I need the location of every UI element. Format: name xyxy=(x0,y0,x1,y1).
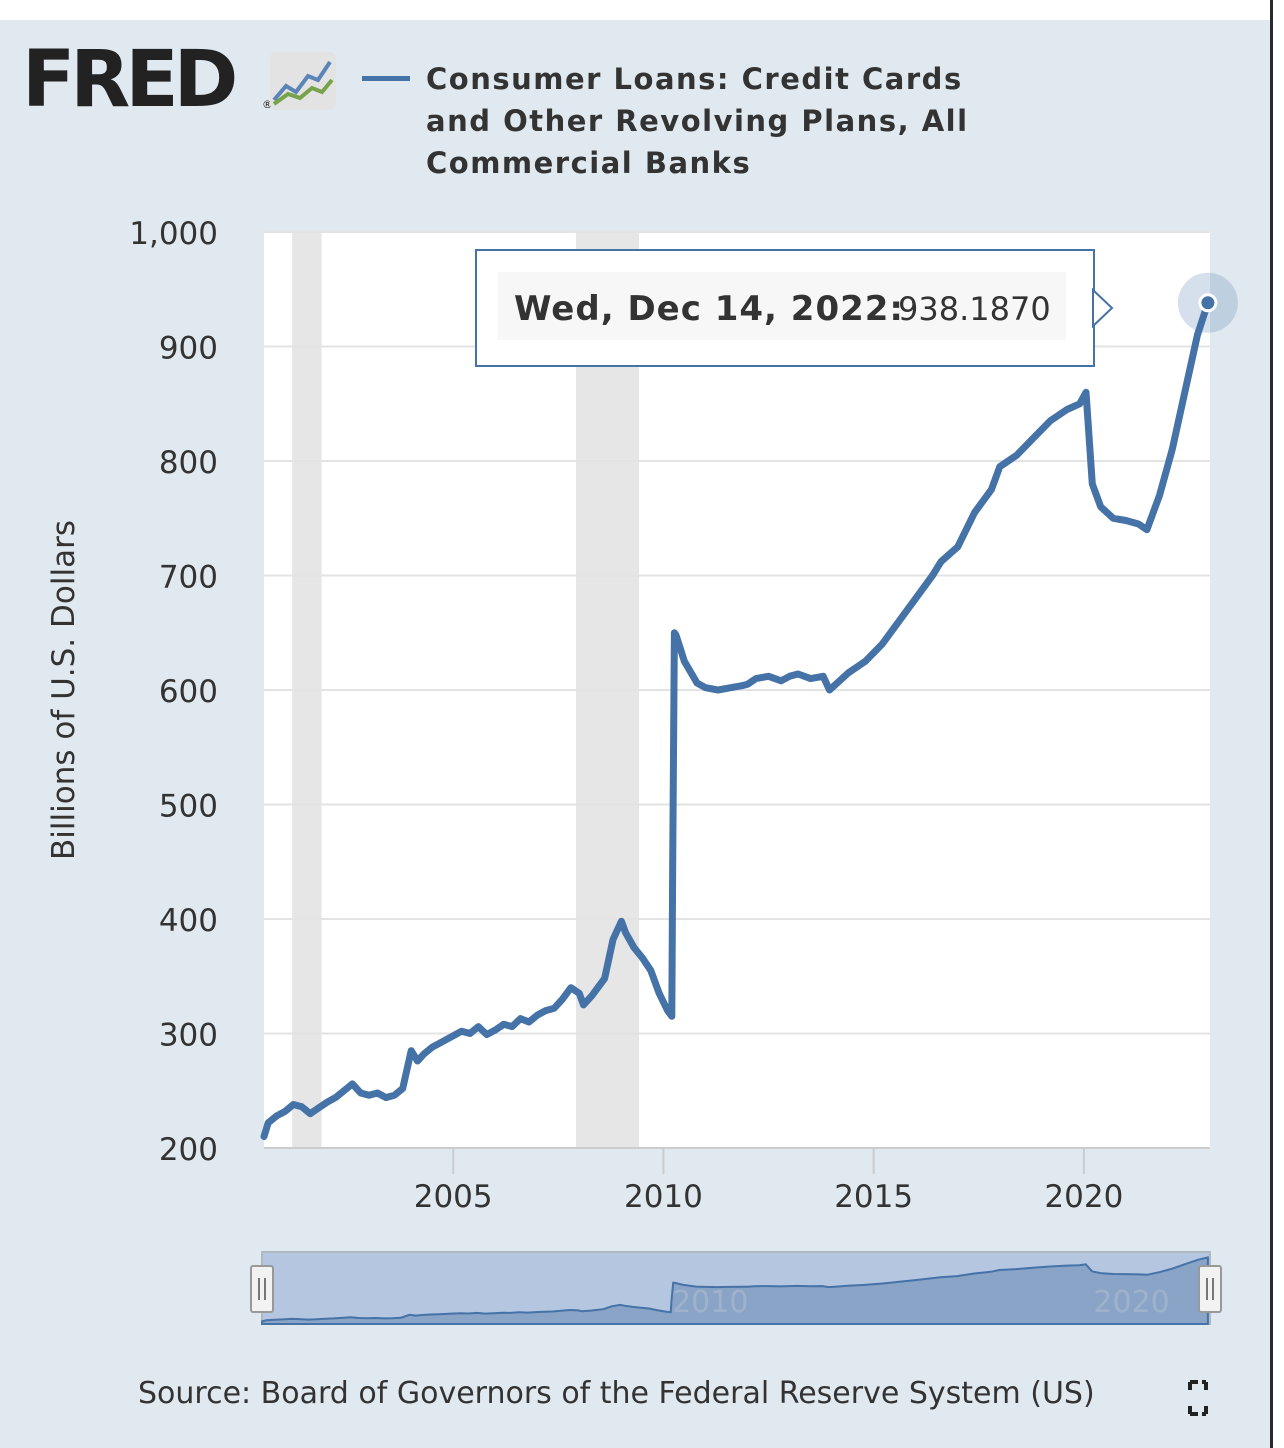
y-tick-label: 400 xyxy=(159,903,218,939)
x-tick-label: 2005 xyxy=(414,1179,493,1215)
fred-logo-text: FRED xyxy=(22,35,238,125)
navigator-area xyxy=(261,1256,1209,1325)
y-tick-label: 800 xyxy=(159,445,218,481)
x-tick-label: 2020 xyxy=(1044,1179,1123,1215)
drag-handle-icon xyxy=(250,1265,274,1313)
tooltip-inner xyxy=(498,272,1066,340)
source-text: Source: Board of Governors of the Federa… xyxy=(138,1376,1095,1411)
fred-graph-icon xyxy=(270,52,336,110)
drag-handle-icon xyxy=(1198,1265,1222,1313)
y-tick-label: 900 xyxy=(159,331,218,367)
highlight-point[interactable] xyxy=(1198,293,1218,313)
legend-series-swatch xyxy=(362,76,410,81)
window-edge xyxy=(1270,0,1284,1448)
y-tick-label: 700 xyxy=(159,560,218,596)
y-tick-label: 1,000 xyxy=(129,216,218,252)
navigator: 2010 2020 xyxy=(250,1251,1222,1325)
tooltip: Wed, Dec 14, 2022: 938.1870 xyxy=(475,249,1114,367)
registered-mark: ® xyxy=(262,98,273,111)
tooltip-pointer xyxy=(1092,287,1114,329)
tooltip-value: 938.1870 xyxy=(898,290,1051,328)
navigator-tick-label: 2020 xyxy=(1093,1285,1169,1320)
series-line xyxy=(260,299,1212,1140)
tooltip-date: Wed, Dec 14, 2022: xyxy=(514,289,904,329)
series-layer xyxy=(260,272,1238,1140)
axes: 200 300 400 500 600 700 800 900 1,000 2005 2010 201… xyxy=(46,216,1210,1215)
x-tick-label: 2010 xyxy=(624,1179,703,1215)
x-tick-label: 2015 xyxy=(834,1179,913,1215)
y-tick-label: 600 xyxy=(159,674,218,710)
plot-area xyxy=(264,231,1210,1149)
y-tick-label: 300 xyxy=(159,1018,218,1054)
y-tick-label: 500 xyxy=(159,789,218,825)
y-tick-label: 200 xyxy=(159,1132,218,1168)
fullscreen-icon[interactable] xyxy=(1188,1380,1208,1416)
navigator-right-handle[interactable] xyxy=(1198,1265,1222,1313)
navigator-left-handle[interactable] xyxy=(250,1265,274,1313)
fred-logo[interactable]: FRED ® xyxy=(22,40,342,120)
legend-series-name: Consumer Loans: Credit Cards and Other R… xyxy=(426,62,969,180)
y-axis-label: Billions of U.S. Dollars xyxy=(46,520,82,860)
navigator-tick-label: 2010 xyxy=(672,1285,748,1320)
